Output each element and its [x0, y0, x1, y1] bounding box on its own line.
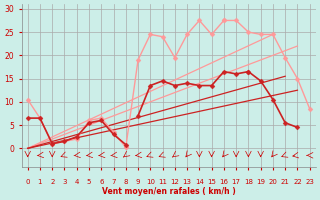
X-axis label: Vent moyen/en rafales ( km/h ): Vent moyen/en rafales ( km/h ) — [102, 187, 236, 196]
